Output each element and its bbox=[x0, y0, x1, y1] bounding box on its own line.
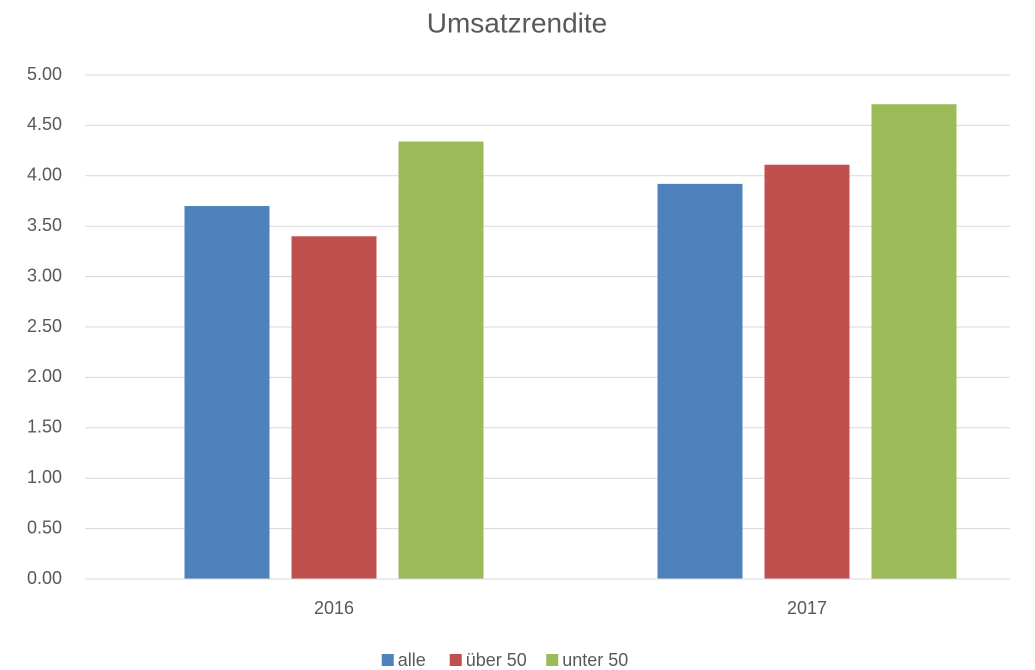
y-tick-label: 0.00 bbox=[27, 568, 62, 588]
x-tick-label: 2016 bbox=[314, 598, 354, 618]
y-tick-label: 1.50 bbox=[27, 417, 62, 437]
bar bbox=[657, 183, 743, 579]
legend-label: unter 50 bbox=[562, 650, 628, 670]
legend-label: über 50 bbox=[466, 650, 527, 670]
bar bbox=[871, 104, 957, 580]
legend-swatch bbox=[546, 654, 559, 666]
y-tick-label: 3.00 bbox=[27, 265, 62, 285]
y-tick-label: 4.00 bbox=[27, 165, 62, 185]
y-tick-label: 0.50 bbox=[27, 517, 62, 537]
x-tick-label: 2017 bbox=[787, 598, 827, 618]
bar bbox=[764, 164, 850, 579]
legend-swatch bbox=[449, 654, 462, 666]
y-tick-label: 2.50 bbox=[27, 316, 62, 336]
chart-title: Umsatzrendite bbox=[427, 7, 608, 38]
legend-label: alle bbox=[398, 650, 426, 670]
y-tick-label: 4.50 bbox=[27, 114, 62, 134]
y-tick-label: 2.00 bbox=[27, 366, 62, 386]
bar bbox=[291, 236, 377, 579]
y-tick-label: 1.00 bbox=[27, 467, 62, 487]
bar bbox=[398, 141, 484, 579]
y-tick-label: 5.00 bbox=[27, 64, 62, 84]
bar bbox=[184, 206, 270, 580]
legend-swatch bbox=[381, 654, 394, 666]
y-tick-label: 3.50 bbox=[27, 215, 62, 235]
